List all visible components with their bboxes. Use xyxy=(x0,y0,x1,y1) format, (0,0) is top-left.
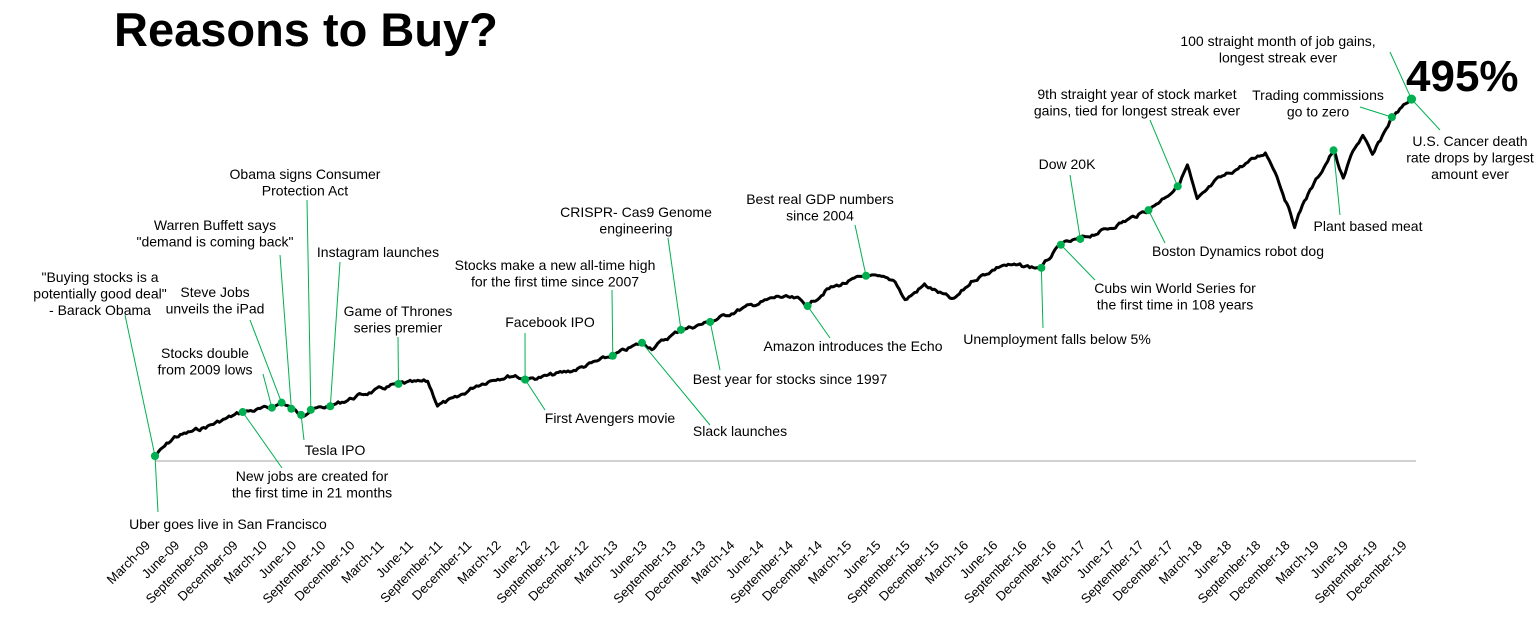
annotation-leader-line xyxy=(667,237,682,330)
annotation-label: Protection Act xyxy=(262,183,348,199)
annotation-marker xyxy=(862,271,871,280)
annotation-marker xyxy=(1387,113,1396,122)
annotation-marker xyxy=(238,408,247,417)
series-line xyxy=(153,97,1413,458)
annotation-label: Game of Thrones xyxy=(344,303,453,319)
annotation-marker xyxy=(287,404,296,413)
annotation-marker xyxy=(306,405,315,414)
annotation-marker xyxy=(676,325,685,334)
annotation-label: Facebook IPO xyxy=(505,314,595,330)
annotation-marker xyxy=(1173,182,1182,191)
annotation-label: go to zero xyxy=(1287,104,1349,120)
annotation-marker xyxy=(394,379,403,388)
annotation-marker xyxy=(267,403,276,412)
annotation-label: Steve Jobs xyxy=(180,284,249,300)
annotation-leader-line xyxy=(1149,119,1179,187)
annotation-label: the first time in 108 years xyxy=(1097,297,1253,313)
annotation-marker xyxy=(706,317,715,326)
annotation-label: Instagram launches xyxy=(317,244,439,260)
annotation-leader-line xyxy=(306,199,312,410)
annotation-label: the first time in 21 months xyxy=(232,485,392,501)
annotation-leader-line xyxy=(1069,174,1081,240)
annotation-label: CRISPR- Cas9 Genome xyxy=(560,204,712,220)
annotation-leader-line xyxy=(611,289,614,356)
annotation-label: unveils the iPad xyxy=(166,301,265,317)
annotation-marker xyxy=(1329,146,1338,155)
annotation-label: longest streak ever xyxy=(1219,50,1338,66)
annotation-leader-line xyxy=(1333,150,1341,216)
annotation-marker xyxy=(638,338,646,347)
annotation-label: rate drops by largest xyxy=(1406,150,1534,166)
annotation-label: Boston Dynamics robot dog xyxy=(1152,243,1324,259)
annotation-leader-line xyxy=(1148,209,1166,244)
annotation-label: potentially good deal" xyxy=(33,286,166,302)
annotation-label: Amazon introduces the Echo xyxy=(764,338,943,354)
annotation-label: "demand is coming back" xyxy=(136,234,293,250)
annotation-leader-line xyxy=(242,411,283,469)
annotation-label: Stocks make a new all-time high xyxy=(455,257,656,273)
annotation-leader-line xyxy=(524,379,546,411)
annotation-label: engineering xyxy=(599,221,672,237)
annotation-label: U.S. Cancer death xyxy=(1412,133,1527,149)
annotation-marker xyxy=(151,452,159,460)
annotation-leader-line xyxy=(300,414,305,441)
annotation-label: Slack launches xyxy=(693,423,787,439)
annotation-leader-line xyxy=(1389,51,1412,100)
annotation-label: Unemployment falls below 5% xyxy=(963,331,1151,347)
annotation-leader-line xyxy=(807,305,831,339)
annotation-marker xyxy=(803,302,812,311)
annotation-label: 9th straight year of stock market xyxy=(1037,86,1236,102)
annotation-marker xyxy=(608,351,617,360)
annotation-leader-line xyxy=(1040,267,1044,329)
annotation-label: Obama signs Consumer xyxy=(230,166,381,182)
annotation-leader-line xyxy=(124,314,156,457)
annotation-leader-line xyxy=(709,321,721,371)
annotation-label: Stocks double xyxy=(161,345,249,361)
annotation-label: 100 straight month of job gains, xyxy=(1180,33,1375,49)
annotation-marker xyxy=(1406,94,1416,104)
annotation-marker xyxy=(1076,234,1085,243)
annotation-leader-line xyxy=(262,373,273,408)
total-gain-label: 495% xyxy=(1406,52,1519,101)
annotation-label: Plant based meat xyxy=(1314,218,1423,234)
annotation-marker xyxy=(297,410,306,419)
annotation-label: Tesla IPO xyxy=(305,442,366,458)
annotation-leader-line xyxy=(154,455,159,513)
annotation-label: Dow 20K xyxy=(1039,156,1096,172)
annotation-marker xyxy=(326,402,335,411)
annotation-label: Warren Buffett says xyxy=(154,217,276,233)
annotation-leader-line xyxy=(854,224,867,276)
annotation-marker xyxy=(1037,263,1046,272)
annotation-label: Best real GDP numbers xyxy=(746,191,894,207)
annotation-label: Best year for stocks since 1997 xyxy=(693,371,888,387)
annotation-label: since 2004 xyxy=(786,208,854,224)
annotation-label: series premier xyxy=(354,320,443,336)
annotation-marker xyxy=(521,375,530,384)
annotation-label: gains, tied for longest streak ever xyxy=(1034,103,1241,119)
annotation-label: New jobs are created for xyxy=(236,468,389,484)
annotation-label: for the first time since 2007 xyxy=(471,274,639,290)
annotation-label: Uber goes live in San Francisco xyxy=(129,516,327,532)
annotation-leader-line xyxy=(249,319,283,403)
annotation-label: Cubs win World Series for xyxy=(1094,280,1256,296)
annotation-marker xyxy=(1144,206,1153,215)
annotation-leader-line xyxy=(329,261,341,407)
annotation-label: amount ever xyxy=(1431,166,1509,182)
annotation-leader-line xyxy=(279,254,292,409)
annotation-marker xyxy=(277,398,286,407)
annotation-leader-line xyxy=(641,342,711,426)
annotation-leader-line xyxy=(1060,244,1096,281)
annotation-label: First Avengers movie xyxy=(545,410,676,426)
annotation-label: "Buying stocks is a xyxy=(41,269,158,285)
annotation-label: - Barack Obama xyxy=(49,302,151,318)
annotation-leader-line xyxy=(1359,106,1393,118)
annotation-marker xyxy=(1056,240,1065,249)
annotation-leader-line xyxy=(1411,98,1441,131)
annotation-label: from 2009 lows xyxy=(158,362,253,378)
annotation-leader-line xyxy=(397,336,399,384)
annotation-label: Trading commissions xyxy=(1252,87,1384,103)
chart-title: Reasons to Buy? xyxy=(114,3,498,56)
